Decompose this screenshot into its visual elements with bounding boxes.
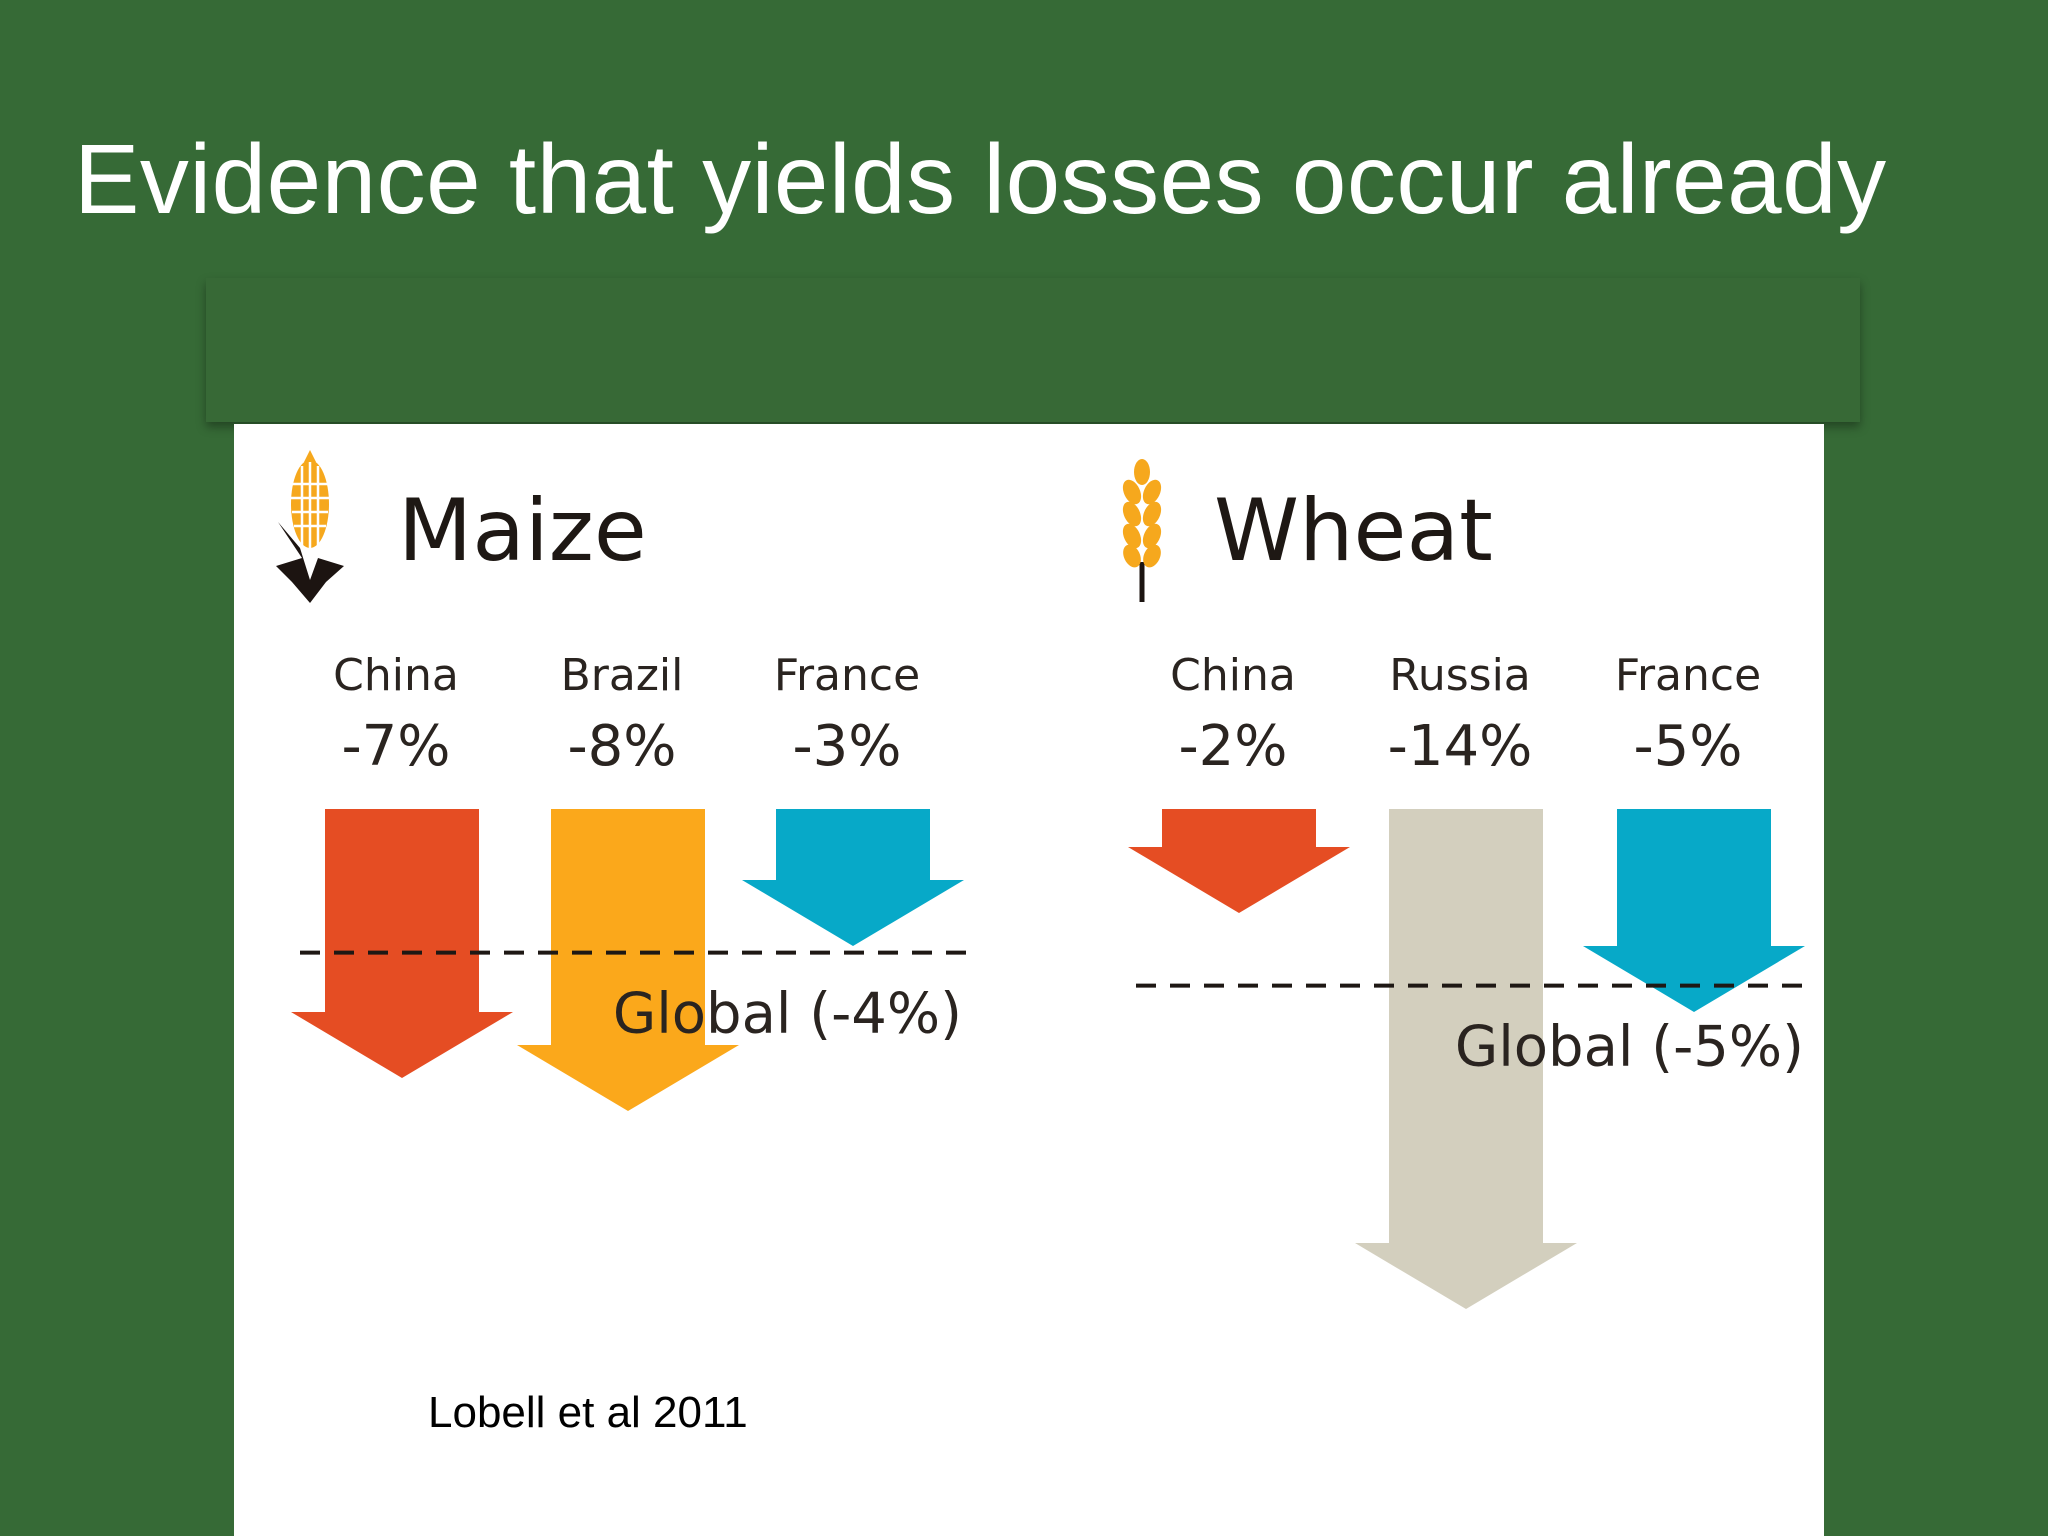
data-label: -3%: [792, 714, 901, 779]
chart-wheat: Wheat China -2% Russia -14% France -5% Global (…: [1128, 481, 1808, 1309]
corn-icon: [276, 450, 344, 603]
bar-arrow-russia: [1355, 809, 1577, 1309]
wheat-icon: [1122, 459, 1162, 602]
citation: Lobell et al 2011: [428, 1388, 748, 1437]
bar-arrow-china: [291, 809, 513, 1078]
category-label: France: [1615, 650, 1761, 701]
chart-title: Wheat: [1214, 481, 1493, 581]
data-label: -7%: [341, 714, 450, 779]
figure-panel: [234, 424, 1824, 1536]
bar-arrow-france: [1583, 809, 1805, 1012]
corn-tip: [304, 450, 316, 462]
slide-title: Evidence that yields losses occur alread…: [74, 124, 1887, 234]
data-label: -8%: [567, 714, 676, 779]
global-average-label: Global (-5%): [1455, 1015, 1804, 1080]
data-label: -5%: [1633, 714, 1742, 779]
corn-husk: [276, 522, 344, 603]
category-label: Brazil: [561, 650, 684, 701]
category-label: Russia: [1389, 650, 1531, 701]
category-label: France: [774, 650, 920, 701]
bar-arrow-china: [1128, 809, 1350, 913]
category-label: China: [1170, 650, 1296, 701]
global-average-label: Global (-4%): [613, 982, 962, 1047]
bar-arrow-france: [742, 809, 964, 946]
header-band: [206, 278, 1860, 422]
chart-title: Maize: [398, 481, 647, 581]
data-label: -14%: [1388, 714, 1533, 779]
category-label: China: [333, 650, 459, 701]
data-label: -2%: [1178, 714, 1287, 779]
chart-maize: Maize China -7% Brazil -8% France -3% Global (-…: [291, 481, 975, 1111]
bar-arrow-brazil: [517, 809, 739, 1111]
